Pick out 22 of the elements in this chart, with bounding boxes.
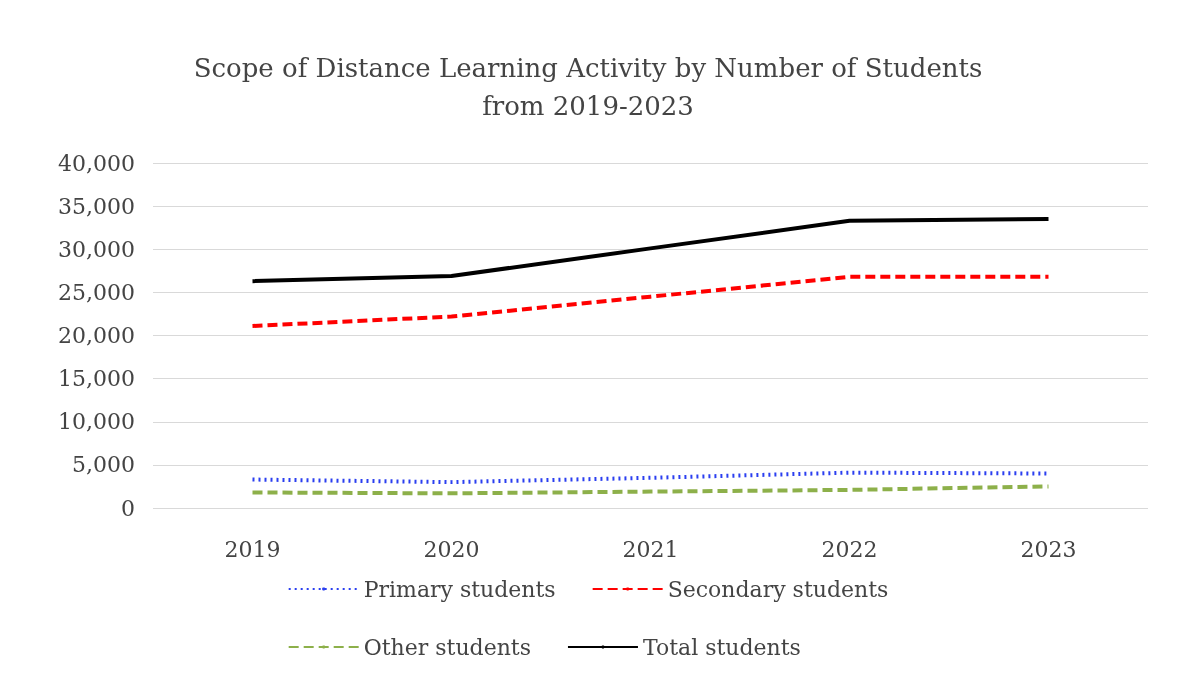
y-tick-label: 15,000 [58, 366, 135, 392]
legend-label: Other students [363, 634, 531, 660]
x-tick-label: 2023 [1020, 536, 1077, 562]
line-series [250, 217, 1051, 284]
y-tick-label: 0 [121, 495, 135, 521]
x-tick-label: 2022 [821, 536, 878, 562]
legend-label: Total students [642, 634, 801, 660]
y-tick-label: 35,000 [58, 193, 135, 219]
y-tick-label: 25,000 [58, 279, 135, 305]
line-series [250, 274, 1051, 329]
y-tick-label: 5,000 [72, 452, 135, 478]
x-tick-label: 2020 [423, 536, 480, 562]
chart-title: Scope of Distance Learning Activity by Number of Students from 2019-2023 [193, 53, 983, 121]
line-series [250, 484, 1051, 496]
y-tick-label: 10,000 [58, 409, 135, 435]
legend-label: Primary students [363, 576, 556, 602]
y-tick-label: 30,000 [58, 236, 135, 262]
x-tick-label: 2019 [224, 536, 281, 562]
x-tick-label: 2021 [622, 536, 679, 562]
legend-label: Secondary students [667, 576, 889, 602]
y-tick-label: 20,000 [58, 323, 135, 348]
y-tick-label: 40,000 [58, 150, 135, 176]
